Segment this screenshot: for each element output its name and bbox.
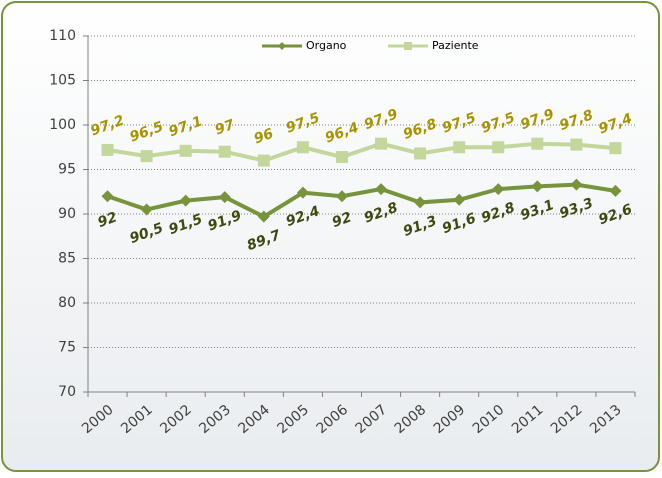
marker	[179, 194, 192, 207]
y-tick-label: 75	[58, 340, 76, 356]
marker	[375, 183, 388, 196]
y-tick-label: 100	[49, 117, 76, 133]
marker	[257, 210, 270, 223]
value-label: 92	[96, 209, 120, 231]
value-label: 92	[330, 209, 354, 231]
series-line	[106, 182, 616, 219]
y-tick-label: 105	[49, 73, 76, 89]
legend-label: Organo	[306, 39, 347, 52]
marker	[531, 180, 544, 193]
value-label: 97	[213, 117, 237, 139]
legend-symbol	[278, 42, 286, 50]
marker	[296, 186, 309, 199]
marker	[609, 184, 622, 197]
marker	[492, 141, 505, 154]
legend-label: Paziente	[432, 39, 479, 52]
marker	[179, 144, 192, 157]
marker	[414, 147, 427, 160]
y-tick-label: 85	[58, 251, 76, 267]
marker	[335, 151, 348, 164]
y-tick-label: 90	[58, 206, 76, 222]
marker	[414, 196, 427, 209]
marker	[492, 183, 505, 196]
marker	[101, 143, 114, 156]
marker	[101, 190, 114, 203]
marker	[453, 193, 466, 206]
marker	[609, 142, 622, 155]
y-tick-label: 70	[58, 384, 76, 400]
marker	[375, 137, 388, 150]
marker	[257, 154, 270, 167]
value-label: 96	[252, 126, 276, 148]
marker	[218, 145, 231, 158]
marker	[570, 138, 583, 151]
y-tick-label: 80	[58, 295, 76, 311]
legend-marker	[278, 42, 286, 50]
marker	[335, 190, 348, 203]
marker	[140, 203, 153, 216]
marker	[453, 141, 466, 154]
legend-marker	[404, 42, 412, 50]
marker	[140, 150, 153, 163]
y-tick-label: 95	[58, 162, 76, 178]
marker	[296, 141, 309, 154]
marker	[531, 137, 544, 150]
y-tick-label: 110	[49, 28, 76, 44]
legend-symbol	[404, 42, 412, 50]
series-line	[107, 141, 616, 163]
marker	[570, 178, 583, 191]
marker	[218, 191, 231, 204]
